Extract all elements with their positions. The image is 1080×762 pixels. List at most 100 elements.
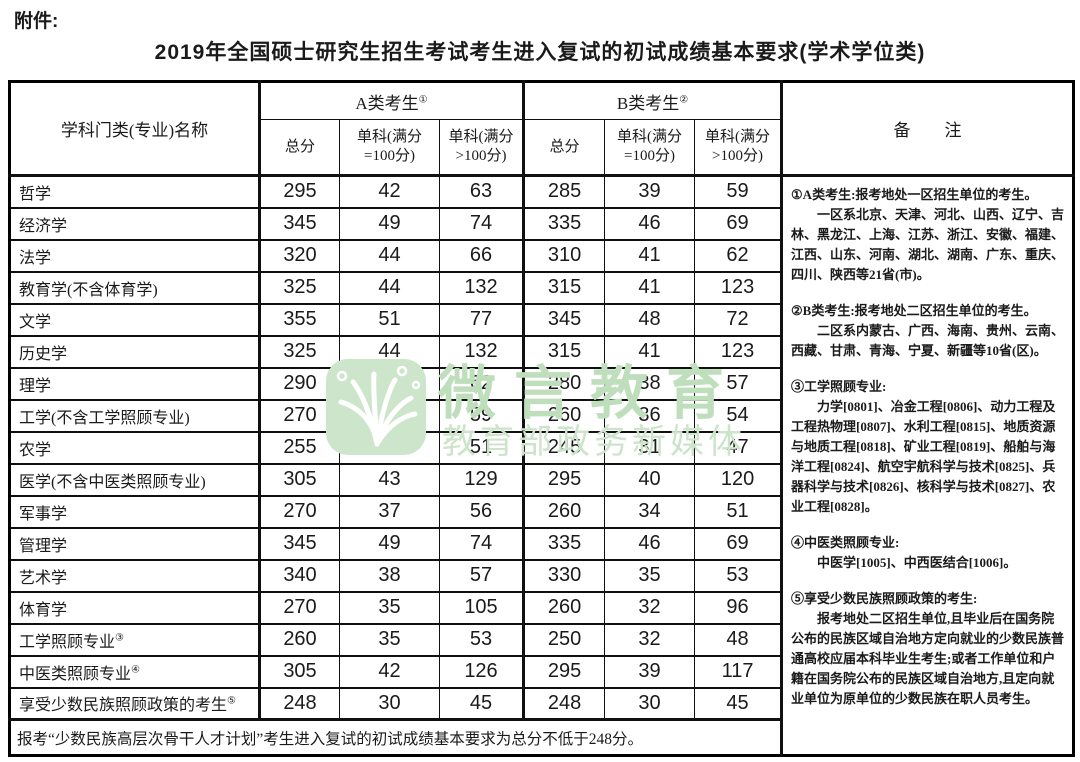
table-row: 经济学 345 49 74 335 46 69 <box>9 206 1074 241</box>
header-line: 单科(满分 <box>448 129 514 146</box>
subject-cell: 享受少数民族照顾政策的考生⑤ <box>9 686 261 721</box>
subject-label: 军事学 <box>19 505 68 523</box>
table-row: 工学(不含工学照顾专业) 270 39 59 260 36 54 <box>9 398 1074 433</box>
score-cell: 59 <box>694 174 784 209</box>
score-cell: 120 <box>694 462 784 497</box>
table-row: 文学 355 51 77 345 48 72 <box>9 302 1074 337</box>
subject-label: 经济学 <box>19 217 68 235</box>
score-cell: 59 <box>438 398 526 433</box>
score-cell: 49 <box>339 526 440 561</box>
table-row: 法学 320 44 66 310 41 62 <box>9 238 1074 273</box>
score-cell: 57 <box>438 558 526 593</box>
subject-cell: 工学照顾专业③ <box>9 622 261 657</box>
score-cell: 48 <box>604 302 696 337</box>
subject-cell: 经济学 <box>9 206 261 241</box>
score-cell: 42 <box>339 654 440 689</box>
score-cell: 69 <box>694 206 784 241</box>
score-cell: 41 <box>604 334 696 369</box>
score-cell: 34 <box>604 494 696 529</box>
score-cell: 53 <box>694 558 784 593</box>
score-cell: 105 <box>438 590 526 625</box>
table-row: 军事学 270 37 56 260 34 51 <box>9 494 1074 529</box>
score-cell: 77 <box>438 302 526 337</box>
subject-label: 农学 <box>19 441 52 459</box>
remark-paragraph: 二区系内蒙古、广西、海南、贵州、云南、西藏、甘肃、青海、宁夏、新疆等10省(区)… <box>791 323 1065 358</box>
score-cell: 315 <box>523 270 606 305</box>
score-cell: 39 <box>339 398 440 433</box>
score-cell: 37 <box>339 494 440 529</box>
scores-table-wrapper: 学科门类(专业)名称 A类考生① B类考生② 备 注 总分 单科(满分 =100分… <box>8 80 1076 757</box>
remark-paragraph: 中医学[1005]、中西医结合[1006]。 <box>817 555 1017 570</box>
score-cell: 355 <box>259 302 340 337</box>
subject-label: 文学 <box>19 313 52 331</box>
header-line: >100分) <box>712 148 763 164</box>
table-row: 管理学 345 49 74 335 46 69 <box>9 526 1074 561</box>
score-cell: 36 <box>604 398 696 433</box>
score-cell: 260 <box>259 622 340 657</box>
group-a-label: A类考生 <box>355 93 419 113</box>
score-cell: 57 <box>694 366 784 401</box>
score-cell: 260 <box>523 398 606 433</box>
subject-label: 体育学 <box>19 601 68 619</box>
score-cell: 46 <box>604 526 696 561</box>
score-cell: 345 <box>259 206 340 241</box>
score-cell: 270 <box>259 590 340 625</box>
score-cell: 255 <box>259 430 340 465</box>
header-line: =100分) <box>624 148 675 164</box>
score-cell: 310 <box>523 238 606 273</box>
subject-label: 历史学 <box>19 345 68 363</box>
score-cell: 69 <box>694 526 784 561</box>
score-cell: 320 <box>259 238 340 273</box>
score-cell: 31 <box>604 430 696 465</box>
score-cell: 35 <box>604 558 696 593</box>
subject-cell: 法学 <box>9 238 261 273</box>
score-cell: 43 <box>339 462 440 497</box>
score-cell: 123 <box>694 334 784 369</box>
table-row: 艺术学 340 38 57 330 35 53 <box>9 558 1074 593</box>
subject-label: 医学(不含中医类照顾专业) <box>19 473 206 491</box>
score-cell: 47 <box>694 430 784 465</box>
score-cell: 315 <box>523 334 606 369</box>
score-cell: 62 <box>694 238 784 273</box>
score-cell: 34 <box>339 430 440 465</box>
score-cell: 245 <box>523 430 606 465</box>
score-cell: 117 <box>694 654 784 689</box>
header-line: >100分) <box>455 148 507 164</box>
subject-label: 工学(不含工学照顾专业) <box>19 409 190 427</box>
score-cell: 45 <box>694 686 784 721</box>
table-row: 哲学 295 42 63 285 39 59 ①A类考生:报考地处一区招生单位的… <box>9 174 1075 756</box>
score-cell: 285 <box>523 174 606 209</box>
score-cell: 295 <box>523 654 606 689</box>
subject-cell: 工学(不含工学照顾专业) <box>9 398 261 433</box>
subject-cell: 管理学 <box>9 526 261 561</box>
score-cell: 325 <box>259 270 340 305</box>
table-body: 哲学 295 42 63 285 39 59 ①A类考生:报考地处一区招生单位的… <box>8 174 1075 756</box>
score-cell: 248 <box>523 686 606 721</box>
remarks-cell: ①A类考生:报考地处一区招生单位的考生。 一区系北京、天津、河北、山西、辽宁、吉林… <box>781 175 1075 756</box>
subject-cell: 哲学 <box>9 174 261 209</box>
score-cell: 39 <box>604 174 696 209</box>
score-cell: 30 <box>604 686 696 721</box>
score-cell: 35 <box>339 622 440 657</box>
score-cell: 330 <box>523 558 606 593</box>
scores-table: 学科门类(专业)名称 A类考生① B类考生② 备 注 总分 单科(满分 =100分… <box>8 80 1076 757</box>
table-row: 医学(不含中医类照顾专业) 305 43 129 295 40 120 <box>9 462 1074 497</box>
subject-label: 法学 <box>19 249 52 267</box>
score-cell: 123 <box>694 270 784 305</box>
score-cell: 129 <box>438 462 526 497</box>
score-cell: 51 <box>694 494 784 529</box>
score-cell: 126 <box>438 654 526 689</box>
column-header-group-a: A类考生① <box>258 81 526 120</box>
score-cell: 335 <box>523 526 606 561</box>
column-header-subject: 学科门类(专业)名称 <box>9 81 261 177</box>
subject-cell: 医学(不含中医类照顾专业) <box>9 462 261 497</box>
subject-label: 教育学(不含体育学) <box>19 281 158 299</box>
header-line: 单科(满分 <box>705 129 771 146</box>
score-cell: 40 <box>604 462 696 497</box>
score-cell: 38 <box>339 558 440 593</box>
subject-cell: 教育学(不含体育学) <box>9 270 261 305</box>
column-header-total-a: 总分 <box>259 119 340 177</box>
group-b-note-mark: ② <box>679 93 689 105</box>
score-cell: 45 <box>438 686 526 721</box>
score-cell: 63 <box>438 174 526 209</box>
